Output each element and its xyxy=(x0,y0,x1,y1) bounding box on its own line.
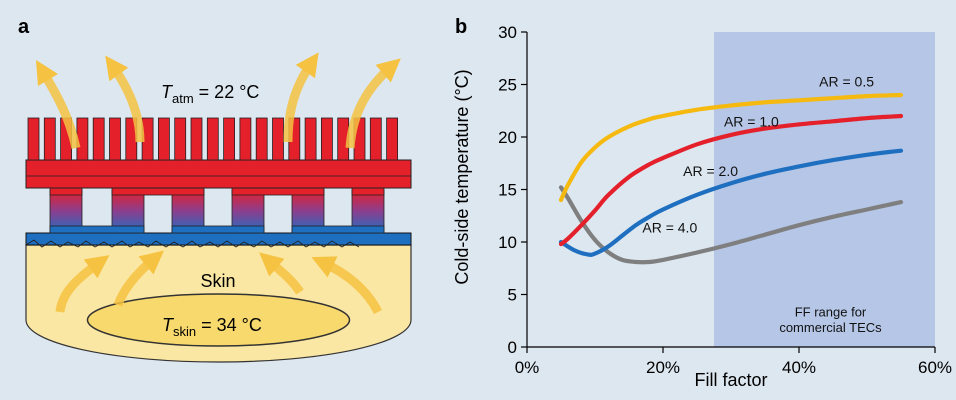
heat-sink-fin xyxy=(27,117,40,161)
skin-block xyxy=(25,244,412,363)
ff-range-label: FF range for commercial TECs xyxy=(779,305,882,335)
heat-sink-fin xyxy=(386,117,399,161)
heat-arrow-icon xyxy=(105,55,145,143)
ff-range-label-line2: commercial TECs xyxy=(779,320,882,335)
y-tick-label: 15 xyxy=(498,181,517,200)
heat-sink-fin xyxy=(157,117,170,161)
heat-sink-fin xyxy=(272,117,284,161)
heat-sink-fin xyxy=(190,117,203,161)
interconnect xyxy=(351,187,385,196)
heat-sink-fins xyxy=(27,117,399,161)
heat-sink-fin xyxy=(92,117,105,161)
series-line-ar-4-0 xyxy=(558,185,904,265)
heat-sink-fin xyxy=(369,117,382,161)
y-tick-label: 10 xyxy=(498,233,517,252)
series-annotation: AR = 1.0 xyxy=(724,114,779,130)
y-tick-label: 20 xyxy=(498,128,517,147)
heat-arrow-icon xyxy=(55,255,110,313)
series-line-ar-0-5 xyxy=(558,92,904,203)
panel-a-schematic: a xyxy=(18,16,412,363)
heat-sink-base xyxy=(25,159,412,189)
x-tick-label: 40% xyxy=(782,358,816,377)
bottom-interconnects xyxy=(49,225,385,234)
skin-heat-arrows xyxy=(55,250,383,315)
panel-b-label: b xyxy=(455,16,467,38)
series-lines xyxy=(558,92,904,265)
skin-surface-ellipse xyxy=(86,293,351,347)
ff-range-shaded-region xyxy=(714,32,935,347)
interconnect xyxy=(49,187,83,196)
heat-sink-fin xyxy=(174,117,187,161)
heat-sink-fin xyxy=(223,117,236,161)
y-axis-label: Cold-side temperature (°C) xyxy=(452,69,472,284)
heat-arrow-icon xyxy=(311,256,383,315)
x-axis-label: Fill factor xyxy=(694,370,767,390)
top-interconnects xyxy=(49,187,385,196)
heat-sink-fin xyxy=(76,117,89,161)
heat-arrow-icon xyxy=(283,52,319,143)
series-annotation: AR = 4.0 xyxy=(642,220,697,236)
x-tick-label: 20% xyxy=(646,358,680,377)
ff-range-label-line1: FF range for xyxy=(795,305,867,320)
heat-sink-fin xyxy=(206,117,219,161)
axes: 0% 20% 40% 60% 0 5 10 15 20 25 30 xyxy=(498,23,952,377)
panel-a-label: a xyxy=(18,16,30,38)
t-atm-label: Tatm = 22 °C xyxy=(161,82,259,106)
t-skin-label: Tskin = 34 °C xyxy=(162,315,262,339)
series-annotations: AR = 0.5 AR = 1.0 AR = 2.0 AR = 4.0 xyxy=(642,74,874,236)
x-tick-label: 60% xyxy=(918,358,952,377)
heat-arrow-icon xyxy=(113,250,165,307)
y-tick-label: 25 xyxy=(498,76,517,95)
interconnect xyxy=(111,187,205,196)
y-tick-label: 0 xyxy=(508,338,517,357)
interconnect xyxy=(231,187,325,196)
interconnect xyxy=(171,225,265,234)
heat-sink-fin xyxy=(43,117,56,161)
series-annotation: AR = 2.0 xyxy=(683,163,738,179)
series-annotation: AR = 0.5 xyxy=(819,74,874,90)
x-tick-label: 0% xyxy=(515,358,540,377)
interconnect xyxy=(291,225,385,234)
y-tick-label: 30 xyxy=(498,23,517,42)
plot-area: FF range for commercial TECs AR = 0.5AR … xyxy=(498,23,952,377)
interconnect xyxy=(49,225,145,234)
heat-arrow-icon xyxy=(259,252,304,295)
series-line-ar-1-0 xyxy=(558,113,904,247)
heat-sink-fin xyxy=(255,117,268,161)
atmosphere-heat-arrows xyxy=(35,52,401,149)
skin-contact-interface xyxy=(25,239,360,248)
heat-sink-fin xyxy=(109,117,121,161)
y-tick-label: 5 xyxy=(508,286,517,305)
series-line-ar-2-0 xyxy=(558,148,904,257)
heat-sink-fin xyxy=(304,117,317,161)
heat-arrow-icon xyxy=(345,58,401,149)
heat-arrow-icon xyxy=(35,59,81,149)
skin-label: Skin xyxy=(200,271,235,291)
heat-sink-fin xyxy=(320,117,333,161)
heat-sink-fin xyxy=(239,117,252,161)
panel-b-chart: b FF range for commercial TECs AR = 0.5A… xyxy=(452,16,952,390)
